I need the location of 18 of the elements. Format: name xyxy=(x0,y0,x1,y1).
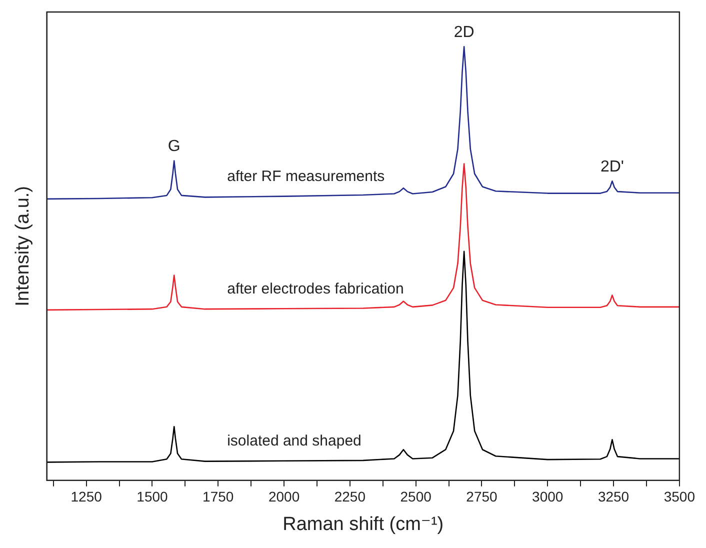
x-tick-label: 2500 xyxy=(400,488,432,505)
x-tick-label: 3000 xyxy=(532,488,564,505)
x-tick-label: 2000 xyxy=(268,488,300,505)
x-tick-label: 1500 xyxy=(136,488,168,505)
series-label: after RF measurements xyxy=(227,168,385,185)
x-tick-label: 3250 xyxy=(598,488,630,505)
annotation: 2D' xyxy=(600,158,624,176)
x-tick-label: 1250 xyxy=(70,488,102,505)
x-tick-label: 3500 xyxy=(664,488,696,505)
x-tick-label: 1750 xyxy=(202,488,234,505)
series-label: isolated and shaped xyxy=(227,432,362,450)
x-tick-label: 2750 xyxy=(466,488,498,505)
series-label: after electrodes fabrication xyxy=(227,280,404,298)
y-axis-title: Intensity (a.u.) xyxy=(12,186,34,306)
x-axis-title: Raman shift (cm⁻¹) xyxy=(282,514,444,535)
annotation: 2D xyxy=(454,24,474,42)
annotation: G xyxy=(168,138,180,156)
x-tick-label: 2250 xyxy=(334,488,366,505)
